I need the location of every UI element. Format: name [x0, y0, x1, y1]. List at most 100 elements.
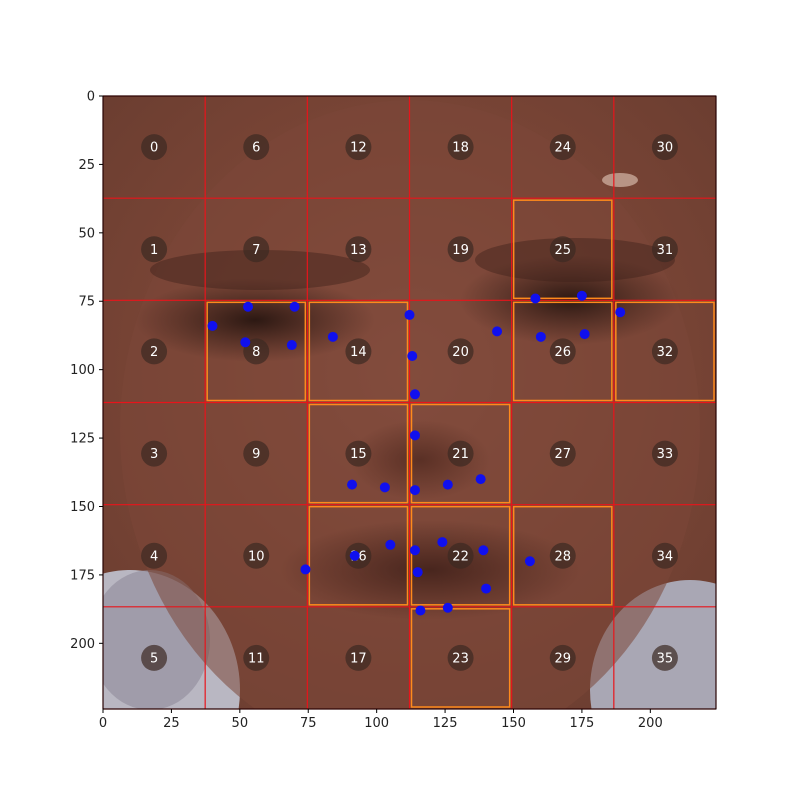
cell-label-35: 35	[657, 651, 674, 666]
cell-label-12: 12	[350, 141, 367, 156]
cell-label-1: 1	[150, 243, 158, 258]
landmark-point	[385, 539, 396, 550]
landmark-point	[492, 326, 503, 337]
landmark-point	[415, 605, 426, 616]
cell-label-badge	[243, 542, 270, 569]
landmark-point	[243, 301, 254, 312]
cell-label-9: 9	[252, 447, 260, 462]
cell-labels: 0 6 12 18 24 301 7 13 19 25 312 8 14 20 26 323 9 15 21 27 33…	[141, 134, 678, 671]
y-tick-label: 200	[70, 637, 95, 652]
landmark-point	[524, 556, 535, 567]
highlight-cell-23	[410, 608, 511, 708]
cell-label-badge	[141, 236, 168, 263]
highlight-cell-8	[206, 301, 307, 402]
x-tick-label: 25	[163, 716, 180, 731]
cell-label-23: 23	[452, 651, 469, 666]
x-axis: 0 25 50 75 100 125 150 175 200	[99, 709, 663, 731]
y-tick-label: 150	[70, 500, 95, 515]
cell-label-34: 34	[657, 549, 674, 564]
cell-label-5: 5	[150, 651, 158, 666]
landmark-point	[442, 479, 453, 490]
x-tick-label: 100	[364, 716, 389, 731]
axes-frame	[102, 95, 717, 710]
cell-label-6: 6	[252, 141, 260, 156]
landmark-point	[615, 307, 626, 318]
cell-label-badge	[651, 542, 678, 569]
cell-label-badge	[549, 134, 576, 161]
x-tick-label: 0	[99, 716, 107, 731]
x-tick-label: 50	[232, 716, 249, 731]
landmark-point	[576, 290, 587, 301]
y-tick-label: 100	[70, 363, 95, 378]
cell-label-29: 29	[554, 651, 571, 666]
cell-label-badge	[345, 338, 372, 365]
cell-label-21: 21	[452, 447, 469, 462]
cell-label-badge	[447, 134, 474, 161]
cell-label-19: 19	[452, 243, 469, 258]
highlight-cell-28	[512, 505, 613, 606]
landmark-point	[404, 309, 415, 320]
cell-label-badge	[141, 440, 168, 467]
cell-label-badge	[141, 338, 168, 365]
x-tick-label: 150	[501, 716, 526, 731]
landmark-point	[409, 430, 420, 441]
cell-label-7: 7	[252, 243, 260, 258]
landmark-point	[347, 479, 358, 490]
cell-label-20: 20	[452, 345, 469, 360]
landmark-point	[442, 602, 453, 613]
x-tick-label: 175	[569, 716, 594, 731]
cell-label-15: 15	[350, 447, 367, 462]
cell-label-badge	[651, 440, 678, 467]
cell-label-25: 25	[554, 243, 571, 258]
cell-label-14: 14	[350, 345, 367, 360]
cell-label-badge	[447, 542, 474, 569]
cell-label-30: 30	[657, 141, 674, 156]
landmark-points	[207, 290, 626, 616]
cell-label-badge	[651, 338, 678, 365]
landmark-point	[409, 485, 420, 496]
cell-label-badge	[651, 236, 678, 263]
cell-label-badge	[651, 644, 678, 671]
landmark-point	[475, 474, 486, 485]
landmark-point	[437, 537, 448, 548]
cell-label-2: 2	[150, 345, 158, 360]
cell-label-badge	[141, 644, 168, 671]
landmark-point	[478, 545, 489, 556]
cell-label-badge	[447, 338, 474, 365]
y-tick-label: 175	[70, 568, 95, 583]
cell-label-badge	[549, 542, 576, 569]
cell-label-0: 0	[150, 141, 158, 156]
landmark-point	[481, 583, 492, 594]
cell-label-badge	[243, 134, 270, 161]
highlight-cell-16	[308, 505, 409, 606]
cell-label-13: 13	[350, 243, 367, 258]
cell-label-11: 11	[248, 651, 265, 666]
cell-label-18: 18	[452, 141, 469, 156]
y-tick-label: 125	[70, 432, 95, 447]
highlight-cell-14	[308, 301, 409, 402]
highlight-cell-25	[512, 199, 613, 300]
cell-label-26: 26	[554, 345, 571, 360]
highlight-cell-21	[410, 403, 511, 504]
cell-label-badge	[141, 542, 168, 569]
cell-label-badge	[651, 134, 678, 161]
x-tick-label: 125	[433, 716, 458, 731]
cell-label-3: 3	[150, 447, 158, 462]
cell-label-8: 8	[252, 345, 260, 360]
landmark-point	[300, 564, 311, 575]
landmark-point	[379, 482, 390, 493]
cell-label-badge	[345, 134, 372, 161]
highlight-cell-32	[615, 301, 715, 402]
cell-label-badge	[447, 644, 474, 671]
highlight-cell-22	[410, 505, 511, 606]
cell-label-33: 33	[657, 447, 674, 462]
cell-label-badge	[345, 644, 372, 671]
cell-label-17: 17	[350, 651, 367, 666]
landmark-point	[286, 340, 297, 351]
cell-label-4: 4	[150, 549, 158, 564]
landmark-point	[349, 550, 360, 561]
cell-label-badge	[549, 338, 576, 365]
landmark-point	[409, 545, 420, 556]
cell-label-badge	[549, 440, 576, 467]
